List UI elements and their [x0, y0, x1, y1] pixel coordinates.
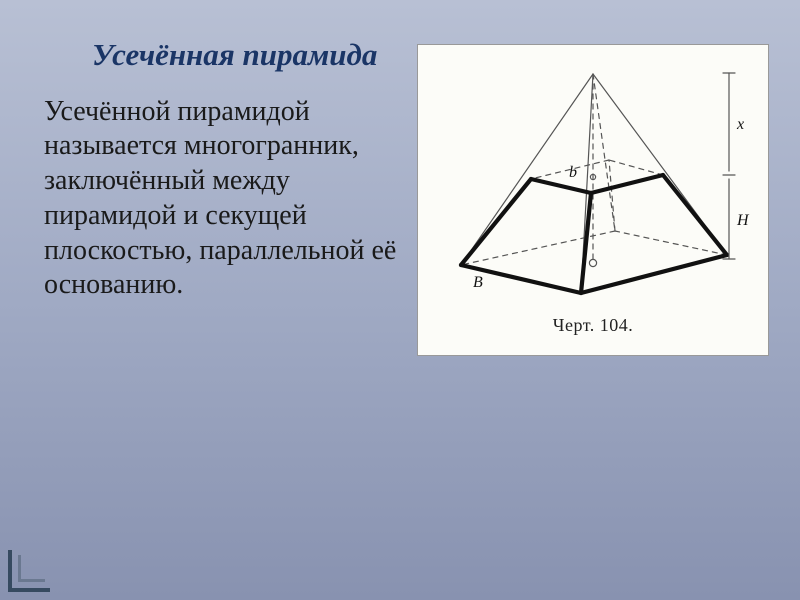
svg-text:B: B	[473, 274, 483, 291]
pyramid-diagram: b Bx H	[433, 59, 753, 311]
figure-box: b Bx H Черт. 104.	[417, 44, 769, 356]
figure-caption: Черт. 104.	[553, 315, 633, 336]
svg-text:x: x	[736, 116, 744, 133]
title: Усечённая пирамида	[92, 38, 404, 73]
corner-ornament-icon	[8, 550, 50, 592]
body-text: Усечённой пирамидой называется многогран…	[44, 95, 404, 303]
figure-column: b Bx H Черт. 104.	[416, 38, 770, 570]
slide: Усечённая пирамида Усечённой пирамидой н…	[0, 0, 800, 600]
svg-text:H: H	[736, 212, 750, 229]
svg-text:b: b	[569, 164, 577, 181]
text-column: Усечённая пирамида Усечённой пирамидой н…	[44, 38, 404, 570]
